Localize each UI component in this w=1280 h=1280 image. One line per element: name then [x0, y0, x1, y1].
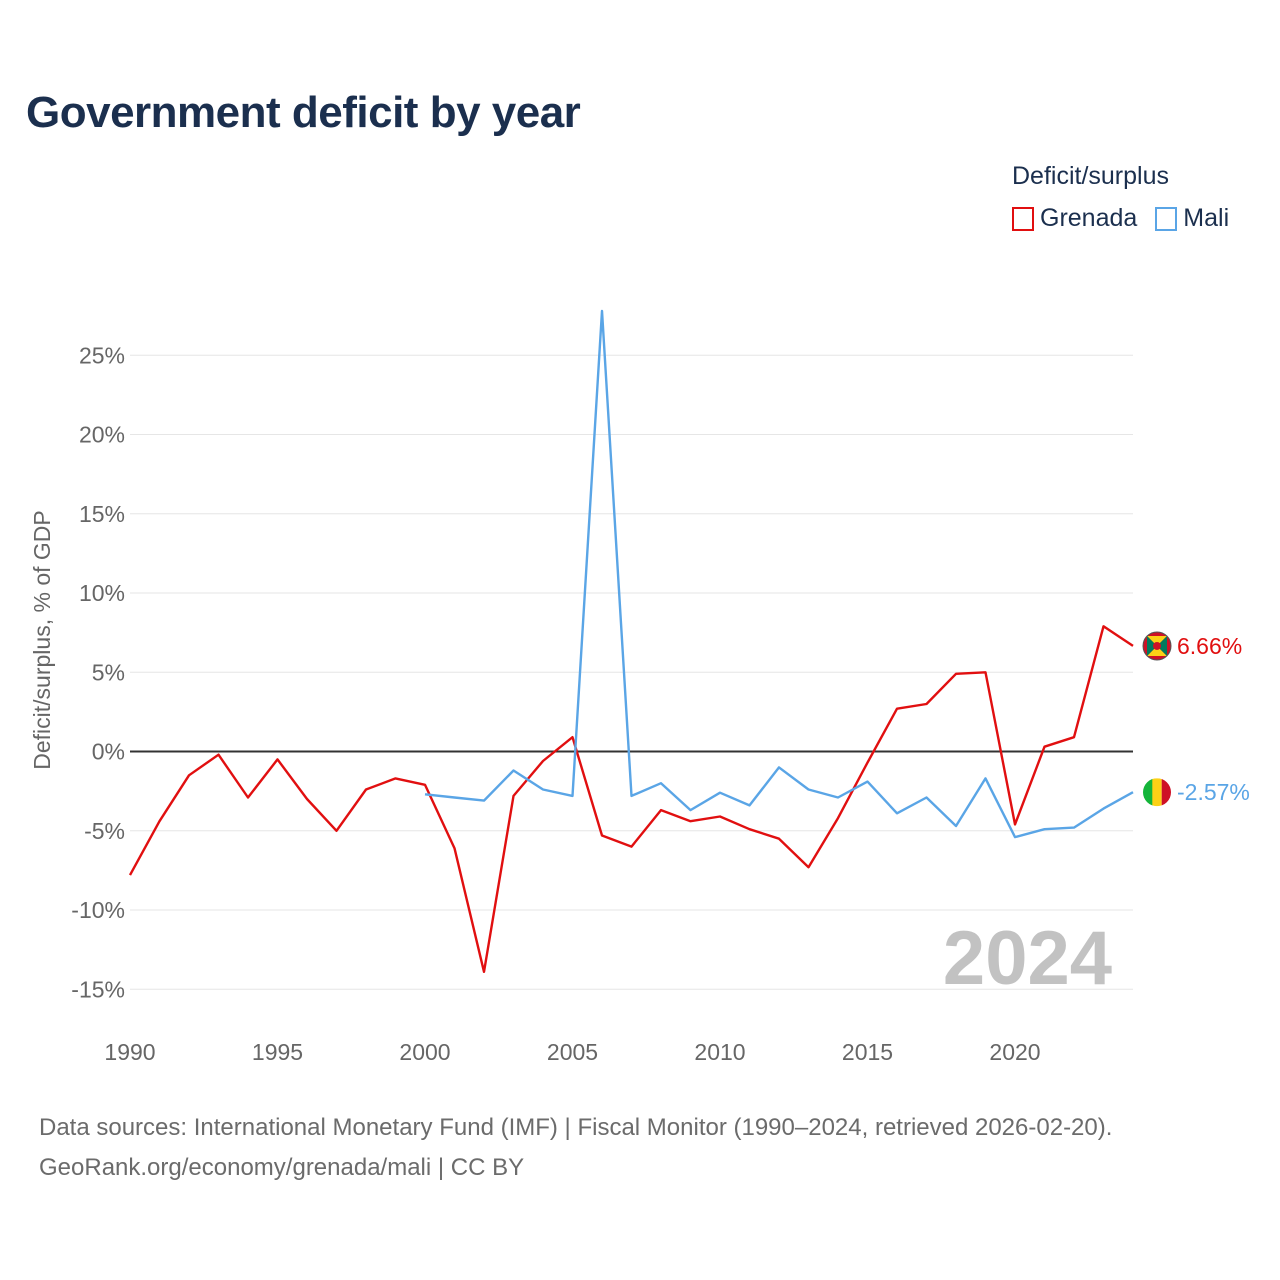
x-tick-label-4: 2010 [694, 1039, 745, 1065]
source-line-1: Data sources: International Monetary Fun… [39, 1114, 1113, 1141]
y-tick-label-1: -10% [71, 897, 125, 923]
series-lines: 6.66% -2.57% [128, 309, 1250, 973]
legend-swatch-grenada [1012, 206, 1034, 231]
y-tick-label-6: 15% [79, 501, 125, 527]
x-tick-label-2: 2000 [399, 1039, 450, 1065]
grenada-flag-body [1143, 631, 1171, 660]
end-label-mali: -2.57% [1177, 779, 1250, 805]
legend-title: Deficit/surplus [1012, 162, 1169, 190]
mali-flag-green [1143, 778, 1153, 807]
legend-label-mali: Mali [1183, 204, 1230, 232]
mali-flag-icon [1143, 778, 1171, 807]
axis-labels: -15% -10% -5% 0% 5% 10% 15% 20% 25% 1990 1995 2000 2… [71, 342, 1040, 1065]
y-tick-label-8: 25% [79, 342, 125, 368]
chart-plot: -15% -10% -5% 0% 5% 10% 15% 20% 25% 1990 1995 2000 2… [29, 309, 1250, 1065]
legend-swatch-mali [1155, 206, 1178, 231]
y-tick-label-7: 20% [79, 422, 125, 448]
legend-label-grenada: Grenada [1040, 204, 1138, 232]
source-note: Data sources: International Monetary Fun… [39, 1108, 1112, 1188]
x-tick-label-1: 1995 [252, 1039, 303, 1065]
watermark-year: 2024 [943, 916, 1112, 1001]
grenada-flag-green-right [1157, 635, 1167, 656]
grenada-flag-yellow-bottom [1147, 645, 1167, 656]
series-line-mali [424, 309, 1134, 839]
end-label-grenada: 6.66% [1177, 633, 1242, 659]
x-tick-label-6: 2020 [989, 1039, 1040, 1065]
x-tick-label-5: 2015 [842, 1039, 893, 1065]
y-tick-label-4: 5% [92, 659, 125, 685]
grenada-flag-outline [1142, 631, 1172, 661]
mali-flag-body [1143, 778, 1171, 807]
y-tick-label-5: 10% [79, 580, 125, 606]
y-tick-label-2: -5% [84, 818, 125, 844]
mali-flag-yellow [1152, 778, 1162, 807]
y-tick-label-0: -15% [71, 976, 125, 1002]
y-axis-title: Deficit/surplus, % of GDP [29, 510, 55, 769]
source-line-2: GeoRank.org/economy/grenada/mali | CC BY [39, 1154, 525, 1181]
legend: Grenada Mali [1012, 204, 1247, 233]
y-tick-label-3: 0% [92, 739, 125, 765]
grenada-flag-center [1153, 641, 1161, 650]
x-tick-label-0: 1990 [104, 1039, 155, 1065]
grenada-flag-green-left [1147, 635, 1157, 656]
grenada-flag-yellow-top [1147, 635, 1167, 646]
legend-item-mali[interactable]: Mali [1155, 204, 1229, 233]
x-tick-label-3: 2005 [547, 1039, 598, 1065]
mali-flag-red [1161, 778, 1171, 807]
chart-title: Government deficit by year [26, 88, 581, 137]
legend-item-grenada[interactable]: Grenada [1012, 204, 1137, 233]
grenada-flag-icon [1142, 631, 1172, 661]
